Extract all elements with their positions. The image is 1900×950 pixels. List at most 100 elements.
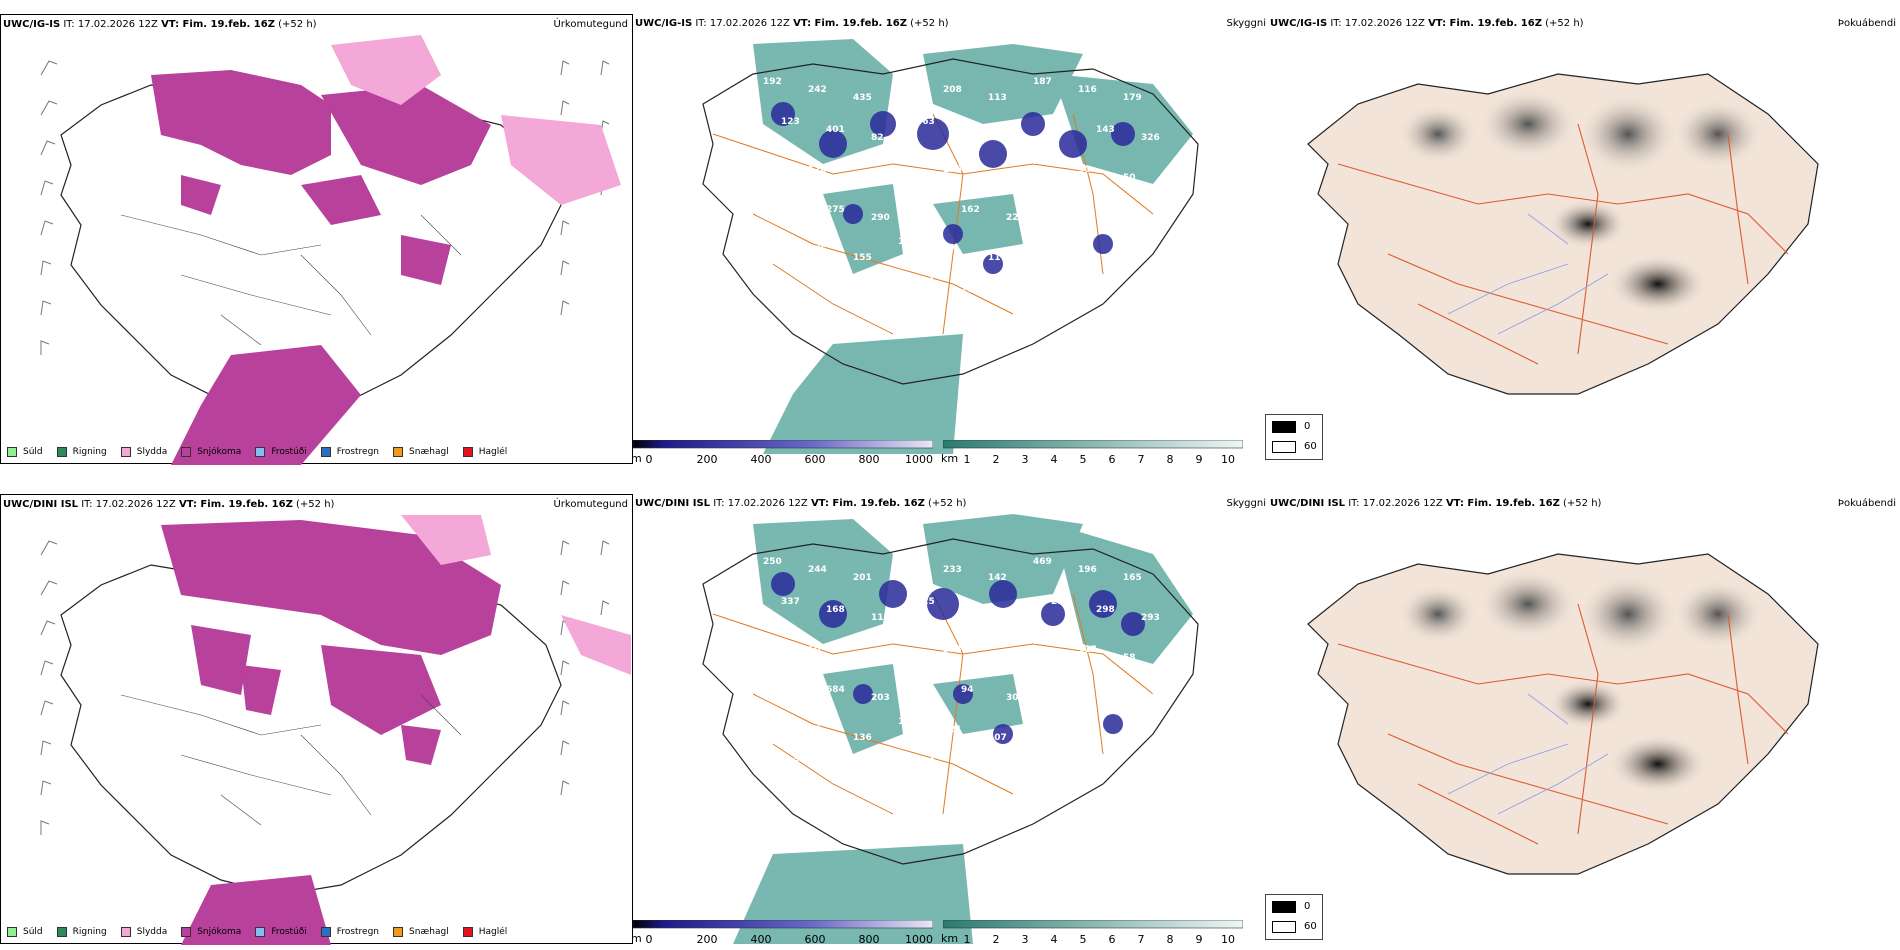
cloud-base-cells	[771, 572, 1145, 744]
fog-shading	[1398, 89, 1763, 314]
cloud-base-label: 125	[916, 597, 935, 607]
cloud-base-label: 136	[826, 285, 845, 295]
cloud-base-label: 242	[808, 85, 827, 95]
cloud-base-label: 251	[1051, 677, 1070, 687]
cloud-base-label: 60	[808, 645, 821, 655]
fog-roads	[1337, 123, 1789, 365]
row1-fog-title: Þokuábendi	[1837, 18, 1896, 29]
cloud-base-label: 912	[853, 173, 872, 183]
fog-legend-row2: 0 60	[1265, 894, 1323, 940]
row1-precip-title: Úrkomutegund	[553, 19, 628, 30]
cloud-base-label: 684	[826, 685, 845, 695]
cloud-base-label: 244	[1033, 157, 1052, 167]
legend-item: Frostregn	[320, 447, 379, 457]
cloud-base-label: 152	[1033, 637, 1052, 647]
legend-item: Rigning	[56, 927, 107, 937]
precip-type-panel-row2: UWC/DINI ISL IT: 17.02.2026 12Z VT: Fim.…	[0, 494, 633, 945]
cloud-base-label: 179	[1141, 693, 1160, 703]
cloud-base-label: 168	[1033, 717, 1052, 727]
inland-lines	[120, 214, 462, 346]
cloud-base-label: 195	[898, 717, 917, 727]
cloud-base-label: 133	[781, 757, 800, 767]
cloud-base-label: 168	[826, 605, 845, 615]
legend-item: Snjókoma	[181, 927, 241, 937]
cloud-base-label: 12	[1078, 245, 1091, 255]
cloud-base-labels: 192 242 435 132 208 113 187 116 179 123 401 82 663 12…	[763, 77, 1160, 303]
cloud-base-label: 58	[1123, 653, 1136, 663]
cloud-base-label: 136	[853, 733, 872, 743]
legend-item: Rigning	[56, 447, 107, 457]
precip-map-row1	[40, 35, 621, 465]
cloud-base-label: 43	[763, 157, 776, 167]
cloud-base-label: 256	[1051, 597, 1070, 607]
cloud-base-label: 469	[1033, 557, 1052, 567]
row1-fog-header: UWC/IG-IS IT: 17.02.2026 12Z VT: Fim. 19…	[1270, 18, 1584, 29]
cloud-base-label: 155	[853, 253, 872, 263]
cloudbase-gradient	[632, 439, 934, 449]
cloud-base-label: 242	[898, 557, 917, 567]
cloud-base-label: 82	[871, 133, 884, 143]
cloud-base-label: 71	[916, 197, 929, 207]
fog-rivers	[1447, 693, 1609, 815]
cloud-base-label: 275	[826, 205, 845, 215]
cloud-base-label: 28	[1096, 205, 1109, 215]
legend-item: Haglél	[462, 447, 507, 457]
legend-item: Frostúði	[255, 447, 307, 457]
precip-legend-row2: Súld Rigning Slydda Snjókoma Frostúði Fr…	[7, 927, 521, 937]
cloud-base-label: 116	[1078, 85, 1097, 95]
fog-map-row2	[1307, 553, 1819, 875]
precip-legend-row1: Súld Rigning Slydda Snjókoma Frostúði Fr…	[7, 447, 521, 457]
cloud-base-label: 97	[808, 725, 821, 735]
cloud-base-label: 176	[808, 165, 827, 175]
cloud-base-label: 94	[961, 685, 974, 695]
cloud-base-label: 293	[1141, 613, 1160, 623]
cloudbase-gradient	[632, 919, 934, 929]
cloud-base-label: 117	[1078, 645, 1097, 655]
cloudbase-ticks: 0 200 400 600 800 1000	[645, 933, 934, 946]
cloud-base-label: 29	[1123, 733, 1136, 743]
legend-item: Súld	[7, 447, 43, 457]
cloud-base-label: 174	[1033, 237, 1052, 247]
snow-areas	[151, 70, 491, 465]
cloud-base-label: 237	[988, 653, 1007, 663]
cloud-base-cells	[771, 102, 1135, 274]
cloudbase-ticks: 0 200 400 600 800 1000	[645, 453, 934, 466]
cloud-base-label: 298	[1096, 605, 1115, 615]
legend-item: Haglél	[462, 927, 507, 937]
cloud-base-label: 99	[1141, 213, 1154, 223]
legend-item: Súld	[7, 927, 43, 937]
cloud-base-label: 258	[1096, 685, 1115, 695]
inland-lines	[120, 694, 462, 826]
cloud-base-label: 305	[763, 637, 782, 647]
fog-panel-row2: UWC/DINI ISL IT: 17.02.2026 12Z VT: Fim.…	[1268, 494, 1900, 944]
fog-roads	[1337, 603, 1789, 845]
cloud-base-label: 87	[943, 245, 956, 255]
cloud-base-label: 179	[1123, 93, 1142, 103]
fog-map-row1	[1307, 73, 1819, 395]
legend-item: Frostúði	[255, 927, 307, 937]
row2-fog-title: Þokuábendi	[1837, 498, 1896, 509]
cloud-base-label: 573	[943, 645, 962, 655]
visibility-colorbar: km 1 2 3 4 5 6 7 8 9 10	[941, 919, 1244, 947]
cloud-base-label: 116	[988, 253, 1007, 263]
cloudbase-colorbar: m 0 200 400 600 800 1000	[631, 919, 934, 947]
cloud-base-label: 290	[871, 213, 890, 223]
cloud-base-label: 82	[1123, 253, 1136, 263]
precip-map-row2	[40, 515, 631, 945]
row2-fog-header: UWC/DINI ISL IT: 17.02.2026 12Z VT: Fim.…	[1270, 498, 1602, 509]
cloud-base-label: 116	[781, 197, 800, 207]
legend-item: Snjókoma	[181, 447, 241, 457]
visibility-gradient	[942, 919, 1244, 929]
wind-barbs	[40, 540, 610, 835]
cloud-base-label: 111	[916, 277, 935, 287]
cloud-base-label: 40	[898, 637, 911, 647]
cloud-base-label: 196	[1078, 565, 1097, 575]
cloud-base-label: 192	[763, 77, 782, 87]
cloud-base-label: 209	[988, 173, 1007, 183]
cloud-base-label: 132	[898, 77, 917, 87]
iceland-outline	[702, 58, 1199, 385]
precip-type-panel-row1: UWC/IG-IS IT: 17.02.2026 12Z VT: Fim. 19…	[0, 14, 633, 465]
row2-precip-title: Úrkomutegund	[553, 499, 628, 510]
legend-item: Snæhagl	[393, 447, 449, 457]
cloud-base-label: 86	[916, 677, 929, 687]
